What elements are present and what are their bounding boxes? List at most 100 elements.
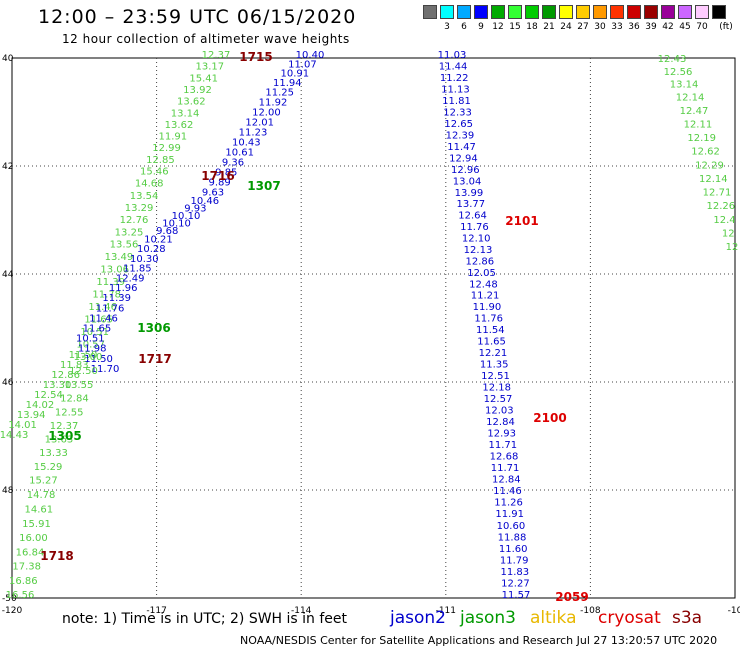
colorbar-swatch	[712, 5, 726, 19]
wave-height-value: 16.86	[9, 576, 38, 587]
wave-height-value: 11.91	[495, 509, 524, 520]
colorbar-label: 36	[628, 22, 640, 32]
wave-height-value: 13.77	[456, 199, 485, 210]
wave-height-value: 11.57	[502, 590, 531, 601]
colorbar-label: 27	[577, 22, 589, 32]
wave-height-value: 12.68	[490, 452, 519, 463]
wave-height-value: 14.02	[26, 400, 55, 411]
page-subtitle: 12 hour collection of altimeter wave hei…	[62, 32, 350, 46]
y-tick-label: -50	[2, 594, 17, 604]
wave-height-value: 13.62	[177, 97, 206, 108]
wave-height-value: 13.92	[183, 85, 212, 96]
wave-height-value: 10.60	[497, 521, 526, 532]
wave-height-value: 11.60	[499, 544, 528, 555]
x-tick-label: -114	[291, 606, 312, 616]
wave-height-value: 11.25	[265, 87, 294, 98]
wave-height-value: 11.07	[288, 59, 317, 70]
wave-height-value: 12.29	[695, 160, 724, 171]
wave-height-value: 12.26	[706, 201, 735, 212]
wave-height-value: 14.68	[135, 179, 164, 190]
colorbar-swatch	[474, 5, 488, 19]
wave-height-value: 12.86	[51, 370, 80, 381]
wave-height-value: 12.93	[487, 429, 516, 440]
wave-height-value: 12.10	[462, 234, 491, 245]
wave-height-value: 11.23	[239, 128, 268, 139]
wave-height-value: 11.46	[89, 313, 118, 324]
x-tick-label: -10	[728, 606, 740, 616]
wave-height-value: 12.85	[146, 155, 175, 166]
wave-height-value: 12.64	[458, 211, 487, 222]
colorbar-label: 15	[509, 22, 521, 32]
wave-height-value: 14.78	[27, 490, 56, 501]
wave-height-value: 9.93	[184, 204, 206, 215]
colorbar-unit: (ft)	[719, 22, 733, 32]
footer-note: note: 1) Time is in UTC; 2) SWH is in fe…	[62, 611, 348, 627]
wave-height-value: 12.33	[443, 108, 472, 119]
legend-s3a: s3a	[672, 608, 703, 628]
wave-height-value: 9.85	[215, 168, 237, 179]
wave-height-value: 11.79	[500, 555, 529, 566]
wave-height-value: 12.76	[120, 215, 149, 226]
wave-height-value: 11.46	[493, 486, 522, 497]
pass-time-label: 1716	[201, 169, 234, 183]
wave-height-value: 12.48	[469, 279, 498, 290]
wave-height-value: 11.96	[109, 283, 138, 294]
wave-height-value: 11.03	[438, 50, 467, 61]
wave-height-value: 12.01	[245, 118, 274, 129]
wave-height-value: 11.81	[442, 96, 471, 107]
wave-height-value: 11.65	[477, 337, 506, 348]
wave-height-value: 17.38	[12, 562, 41, 573]
wave-height-value: 12.19	[687, 133, 716, 144]
pass-time-label: 1718	[40, 549, 73, 563]
wave-height-value: 10.10	[162, 219, 191, 230]
wave-height-value: 13.30	[43, 380, 72, 391]
pass-time-label: 1305	[48, 429, 81, 443]
wave-height-value: 10.51	[76, 334, 105, 345]
wave-height-value: 10.30	[130, 254, 159, 265]
wave-height-value: 12.47	[680, 106, 709, 117]
colorbar-swatch	[542, 5, 556, 19]
pass-time-label: 1715	[239, 50, 272, 64]
wave-height-value: 9.68	[156, 226, 178, 237]
wave-height-value: 10.91	[280, 69, 309, 80]
wave-height-value: 16.56	[6, 590, 35, 601]
page-title: 12:00 – 23:59 UTC 06/15/2020	[38, 6, 357, 28]
wave-height-value: 12.84	[60, 394, 89, 405]
wave-height-value: 13.14	[171, 108, 200, 119]
colorbar-swatch	[491, 5, 505, 19]
colorbar-label: 18	[526, 22, 538, 32]
colorbar-swatch	[576, 5, 590, 19]
wave-height-value: 15.46	[140, 167, 169, 178]
wave-height-value: 11.47	[447, 142, 476, 153]
wave-height-value: 11.35	[480, 360, 509, 371]
wave-height-value: 12.27	[501, 578, 530, 589]
wave-height-value: 15.91	[22, 519, 51, 530]
colorbar-label: 45	[679, 22, 691, 32]
wave-height-value: 11.91	[158, 132, 187, 143]
wave-height-value: 12.11	[684, 120, 713, 131]
pass-time-label: 1306	[137, 321, 170, 335]
wave-height-value: 10.40	[296, 50, 325, 61]
colorbar-label: 30	[594, 22, 606, 32]
wave-height-value: 13.14	[670, 80, 699, 91]
colorbar-swatch	[423, 5, 437, 19]
colorbar-label: 33	[611, 22, 623, 32]
wave-height-value: 10.10	[172, 211, 201, 222]
wave-height-value: 12.56	[664, 67, 693, 78]
colorbar-swatch	[440, 5, 454, 19]
wave-height-value: 10.28	[137, 244, 166, 255]
colorbar-swatch	[559, 5, 573, 19]
wave-height-value: 12.49	[116, 273, 145, 284]
wave-height-value: 12.62	[691, 147, 720, 158]
wave-height-value: 16.00	[19, 533, 48, 544]
wave-height-value: 9.36	[222, 158, 244, 169]
wave-height-value: 14.61	[24, 504, 53, 515]
wave-height-value: 12.05	[467, 268, 496, 279]
wave-height-value: 12.4	[713, 215, 735, 226]
colorbar-label: 6	[461, 22, 467, 32]
wave-height-value: 11.46	[88, 302, 117, 313]
wave-height-value: 13.54	[130, 191, 159, 202]
wave-height-value: 16.84	[16, 547, 45, 558]
wave-height-value: 11.50	[69, 350, 98, 361]
